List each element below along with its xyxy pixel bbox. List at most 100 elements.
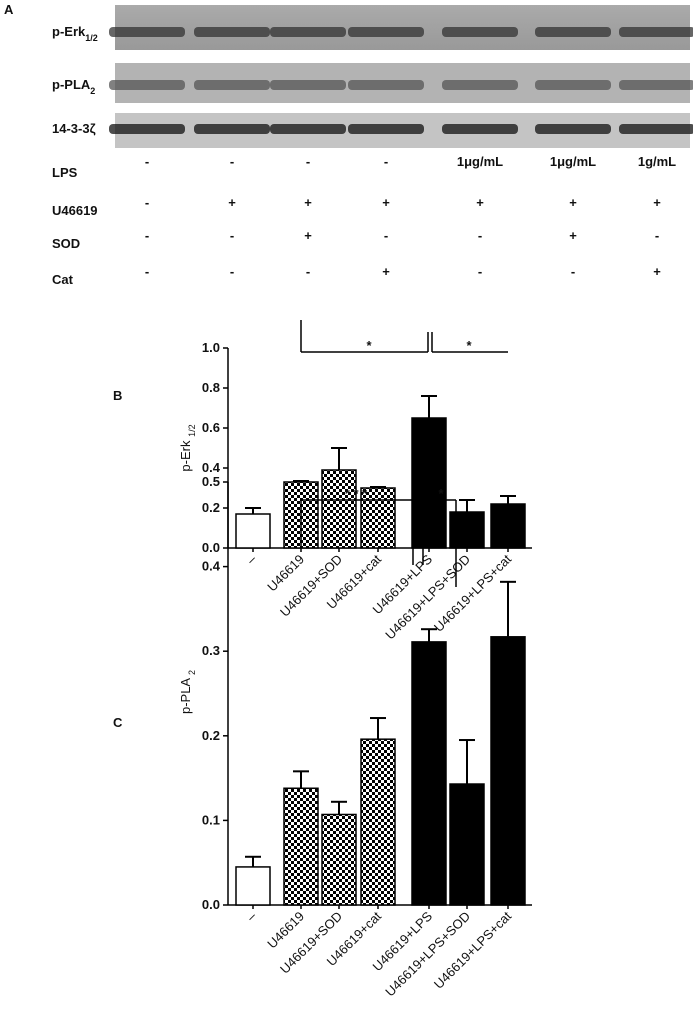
significance: * [438, 486, 444, 501]
panel-label: C [113, 715, 123, 730]
blot-band [270, 124, 346, 134]
y-tick-label: 0.1 [202, 812, 220, 827]
blot-band [194, 124, 270, 134]
y-tick-label: 0.2 [202, 728, 220, 743]
y-tick-label: 0.0 [202, 897, 220, 912]
treatment-value: - [145, 264, 149, 279]
treatment-value: + [382, 264, 390, 279]
y-tick-label: 0.0 [202, 540, 220, 555]
blot-label-sub: 1/2 [85, 33, 98, 43]
treatment-value: - [306, 154, 310, 169]
treatment-value: - [571, 264, 575, 279]
y-axis-label-main: p-Erk [178, 437, 193, 472]
y-axis-label: p-PLA 2 [178, 670, 197, 714]
treatment-name: Cat [52, 272, 74, 287]
blot-band [109, 80, 185, 90]
blot-label: p-Erk1/2 [52, 24, 98, 43]
y-tick-label: 0.4 [202, 460, 221, 475]
treatment-value: + [476, 195, 484, 210]
treatment-value: - [230, 264, 234, 279]
bar [360, 487, 396, 549]
bar [235, 513, 271, 549]
blot-band [619, 80, 693, 90]
treatment-value: + [569, 195, 577, 210]
blot-label-main: p-Erk [52, 24, 86, 39]
treatment-value: + [653, 264, 661, 279]
blot-band [270, 27, 346, 37]
y-tick-label: 0.2 [202, 500, 220, 515]
blot-band [194, 80, 270, 90]
blot-band [109, 27, 185, 37]
treatment-value: + [569, 228, 577, 243]
y-tick-label: 0.8 [202, 380, 220, 395]
bar [283, 787, 319, 906]
blot-band [348, 80, 424, 90]
treatment-name: U46619 [52, 203, 98, 218]
blot-band [619, 27, 693, 37]
y-axis-label-main: p-PLA [178, 675, 193, 714]
blot-label-main: 14-3-3ζ [52, 121, 96, 136]
panel-label: A [4, 2, 14, 17]
y-tick-label: 0.6 [202, 420, 220, 435]
bar [449, 783, 485, 906]
y-tick-label: 0.4 [202, 559, 221, 574]
y-axis-label: p-Erk 1/2 [178, 424, 197, 471]
bar [321, 813, 357, 906]
bar [490, 636, 526, 906]
blot-band [109, 124, 185, 134]
y-axis-label-sub: 2 [187, 670, 197, 675]
y-tick-label: 0.3 [202, 643, 220, 658]
treatment-value: - [306, 264, 310, 279]
treatment-value: 1g/mL [638, 154, 676, 169]
treatment-value: + [304, 195, 312, 210]
blot-band [535, 27, 611, 37]
y-tick-label: 0.5 [202, 474, 220, 489]
treatment-name: SOD [52, 236, 80, 251]
treatment-value: - [145, 154, 149, 169]
bar [449, 511, 485, 549]
bar [411, 641, 447, 906]
treatment-value: + [304, 228, 312, 243]
bar [490, 503, 526, 549]
treatment-value: 1μg/mL [457, 154, 503, 169]
bar [411, 417, 447, 549]
x-tick-label: U46619+LPS+cat [431, 551, 514, 634]
blot-band [194, 27, 270, 37]
blot-band [270, 80, 346, 90]
treatment-value: - [478, 264, 482, 279]
blot-band [442, 80, 518, 90]
treatment-value: - [478, 228, 482, 243]
treatment-value: - [230, 154, 234, 169]
y-axis-label-sub: 1/2 [187, 424, 197, 437]
blot-panel [109, 5, 693, 148]
treatment-value: - [145, 195, 149, 210]
panel-label: B [113, 388, 122, 403]
blot-band [442, 124, 518, 134]
significance: * * * [345, 486, 368, 501]
blot-label: p-PLA2 [52, 77, 95, 96]
blot-band [348, 124, 424, 134]
blot-band [348, 27, 424, 37]
treatment-name: LPS [52, 165, 78, 180]
treatment-value: + [653, 195, 661, 210]
treatment-value: - [384, 228, 388, 243]
treatment-value: 1μg/mL [550, 154, 596, 169]
significance: * [366, 338, 372, 353]
significance: * [466, 338, 472, 353]
treatment-value: - [655, 228, 659, 243]
y-tick-label: 1.0 [202, 340, 220, 355]
blot-band [535, 80, 611, 90]
treatment-value: + [382, 195, 390, 210]
treatment-value: - [145, 228, 149, 243]
x-tick-label: – [243, 551, 259, 567]
blot-label: 14-3-3ζ [52, 121, 96, 136]
bar [235, 866, 271, 906]
x-tick-label: U46619+LPS+cat [431, 908, 514, 991]
blot-band [619, 124, 693, 134]
bar [321, 469, 357, 549]
blot-label-main: p-PLA [52, 77, 91, 92]
treatment-value: + [228, 195, 236, 210]
treatment-value: - [230, 228, 234, 243]
blot-band [442, 27, 518, 37]
